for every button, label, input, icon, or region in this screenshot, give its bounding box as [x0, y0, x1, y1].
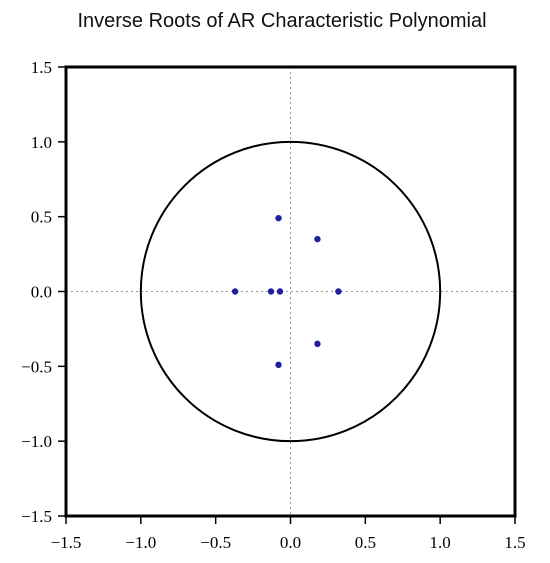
x-tick-label: 0.5	[355, 533, 376, 552]
inverse-root-point	[314, 235, 321, 243]
x-tick-label: 0.0	[280, 533, 301, 552]
data-points	[231, 214, 342, 369]
y-tick-label: 1.5	[31, 58, 52, 77]
y-tick-label: −1.5	[21, 507, 52, 526]
y-tick-label: 0.5	[31, 208, 52, 227]
y-tick-label: 1.0	[31, 133, 52, 152]
inverse-root-point	[275, 214, 282, 222]
inverse-root-point	[267, 288, 275, 295]
inverse-root-point	[275, 361, 282, 369]
inverse-root-point	[314, 340, 321, 348]
x-axis-ticks: −1.5 −1.0 −0.5 0.0 0.5 1.0 1.5	[51, 516, 526, 552]
inverse-root-point	[231, 288, 239, 295]
y-tick-label: −1.0	[21, 432, 52, 451]
unit-circle-group	[139, 140, 442, 443]
x-tick-label: −1.5	[51, 533, 82, 552]
x-tick-label: 1.5	[504, 533, 525, 552]
x-tick-label: −0.5	[200, 533, 231, 552]
chart-title: Inverse Roots of AR Characteristic Polyn…	[77, 10, 486, 32]
y-tick-label: −0.5	[21, 357, 52, 376]
y-axis-ticks: 1.5 1.0 0.5 0.0 −0.5 −1.0 −1.5	[21, 58, 66, 526]
inverse-root-point	[276, 288, 284, 295]
y-tick-label: 0.0	[31, 283, 52, 302]
reference-lines	[66, 67, 515, 516]
inverse-root-point	[335, 288, 342, 295]
x-tick-label: 1.0	[430, 533, 451, 552]
unit-circle	[139, 140, 442, 443]
x-tick-label: −1.0	[125, 533, 156, 552]
